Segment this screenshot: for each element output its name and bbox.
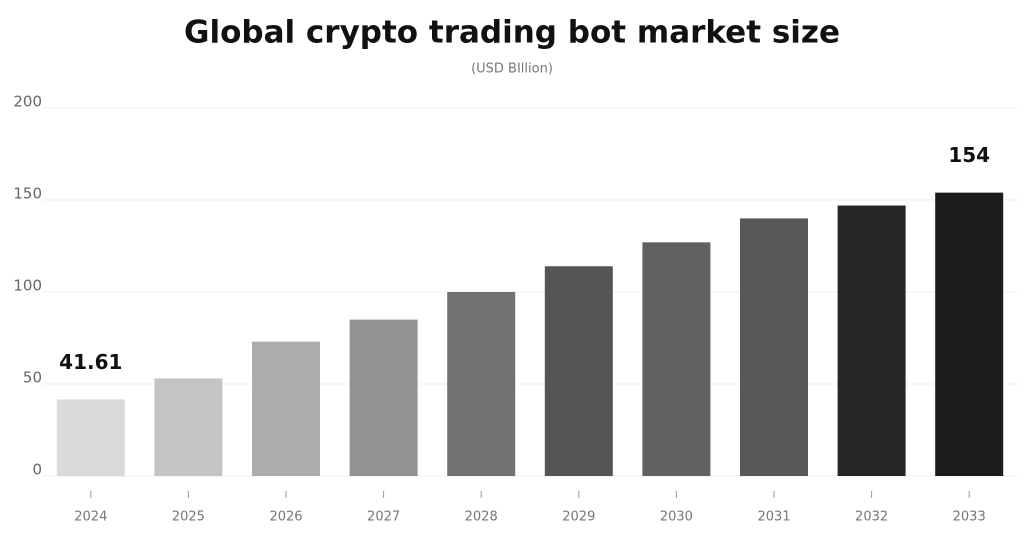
x-tick-label: 2032 [855, 510, 888, 525]
x-tick-label: 2028 [465, 510, 498, 525]
value-label: 154 [948, 143, 990, 167]
x-tick-label: 2029 [562, 510, 595, 525]
x-tick-label: 2031 [757, 510, 790, 525]
x-tick-label: 2024 [74, 510, 107, 525]
x-tick-label: 2030 [660, 510, 693, 525]
bar [56, 399, 125, 476]
chart-title: Global crypto trading bot market size [184, 15, 840, 51]
x-tick-label: 2025 [172, 510, 205, 525]
y-tick-label: 200 [13, 93, 42, 111]
y-tick-label: 150 [13, 185, 42, 203]
bar [642, 242, 711, 476]
y-tick-label: 100 [13, 277, 42, 295]
y-tick-label: 0 [32, 461, 42, 479]
x-tick-label: 2033 [953, 510, 986, 525]
bar [740, 218, 808, 476]
y-tick-label: 50 [23, 369, 42, 387]
bar [447, 292, 516, 476]
chart-subtitle: (USD BIllion) [471, 62, 553, 77]
bar [837, 205, 906, 476]
bar [154, 378, 223, 476]
bar [544, 266, 613, 476]
bar [935, 192, 1004, 476]
bar [349, 319, 418, 476]
x-tick-label: 2027 [367, 510, 400, 525]
bar [252, 341, 320, 476]
value-label: 41.61 [59, 350, 122, 374]
x-tick-label: 2026 [269, 510, 302, 525]
